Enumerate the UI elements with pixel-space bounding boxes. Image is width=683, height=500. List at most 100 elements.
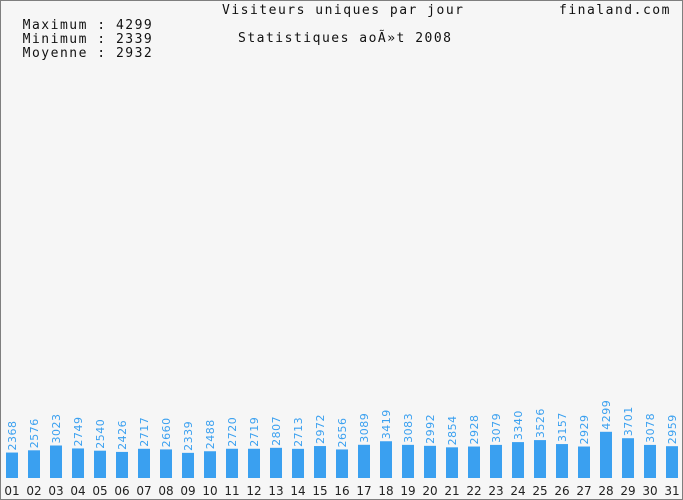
bar-22	[468, 446, 480, 478]
x-tick-label-23: 23	[488, 484, 503, 498]
bar-10	[204, 451, 216, 478]
x-tick-label-21: 21	[444, 484, 459, 498]
chart-title: Visiteurs uniques par jour	[222, 3, 465, 18]
bar-07	[138, 448, 150, 478]
x-tick-label-18: 18	[378, 484, 393, 498]
value-label-21: 2854	[446, 415, 459, 445]
bar-23	[490, 444, 502, 478]
bar-19	[402, 444, 414, 478]
x-tick-label-25: 25	[532, 484, 547, 498]
x-tick-label-02: 02	[26, 484, 41, 498]
value-label-10: 2488	[204, 419, 217, 449]
stat-minimum-value: 2339	[115, 32, 154, 47]
value-label-16: 2656	[336, 417, 349, 447]
bar-18	[380, 441, 392, 478]
bar-04	[72, 448, 84, 478]
value-label-30: 3078	[644, 413, 657, 443]
x-tick-label-28: 28	[598, 484, 613, 498]
value-label-24: 3340	[512, 410, 525, 440]
bar-02	[28, 450, 40, 478]
x-tick-label-07: 07	[136, 484, 151, 498]
bar-01	[6, 452, 18, 478]
chart-subtitle: Statistiques aoÃ»t 2008	[238, 31, 453, 46]
value-label-29: 3701	[622, 406, 635, 436]
stat-minimum: Minimum : 2339	[22, 32, 154, 47]
value-label-22: 2928	[468, 415, 481, 445]
x-tick-label-10: 10	[202, 484, 217, 498]
x-tick-label-22: 22	[466, 484, 481, 498]
x-tick-label-09: 09	[180, 484, 195, 498]
x-tick-label-26: 26	[554, 484, 569, 498]
value-label-07: 2717	[138, 417, 151, 447]
bar-25	[534, 440, 546, 478]
value-label-11: 2720	[226, 417, 239, 447]
bar-26	[556, 444, 568, 478]
value-label-14: 2713	[292, 417, 305, 447]
value-label-20: 2992	[424, 414, 437, 444]
x-tick-label-11: 11	[224, 484, 239, 498]
value-label-25: 3526	[534, 408, 547, 438]
value-label-08: 2660	[160, 417, 173, 447]
bar-28	[600, 431, 612, 478]
value-label-19: 3083	[402, 413, 415, 443]
bar-08	[160, 449, 172, 478]
bar-30	[644, 444, 656, 478]
stat-minimum-label: Minimum	[22, 32, 88, 47]
value-label-15: 2972	[314, 414, 327, 444]
x-tick-label-30: 30	[642, 484, 657, 498]
bar-16	[336, 449, 348, 478]
x-tick-label-15: 15	[312, 484, 327, 498]
bar-17	[358, 444, 370, 478]
x-tick-label-06: 06	[114, 484, 129, 498]
value-label-06: 2426	[116, 420, 129, 450]
bar-11	[226, 448, 238, 478]
stat-average-label: Moyenne	[22, 46, 88, 61]
stat-average: Moyenne : 2932	[22, 46, 154, 61]
value-label-23: 3079	[490, 413, 503, 443]
bar-31	[666, 446, 678, 478]
bar-24	[512, 442, 524, 478]
bar-03	[50, 445, 62, 478]
value-label-17: 3089	[358, 413, 371, 443]
x-tick-label-04: 04	[70, 484, 85, 498]
x-tick-label-13: 13	[268, 484, 283, 498]
bar-09	[182, 452, 194, 478]
site-name: finaland.com	[559, 3, 671, 18]
stat-maximum-label: Maximum	[22, 18, 88, 33]
bar-06	[116, 451, 128, 478]
bar-21	[446, 447, 458, 478]
bar-13	[270, 447, 282, 478]
value-label-09: 2339	[182, 421, 195, 451]
x-tick-label-01: 01	[4, 484, 19, 498]
x-tick-label-24: 24	[510, 484, 525, 498]
stat-maximum: Maximum : 4299	[22, 18, 154, 33]
bar-14	[292, 448, 304, 478]
x-tick-label-29: 29	[620, 484, 635, 498]
bar-05	[94, 450, 106, 478]
value-label-12: 2719	[248, 417, 261, 447]
x-tick-label-27: 27	[576, 484, 591, 498]
x-tick-label-12: 12	[246, 484, 261, 498]
bar-20	[424, 445, 436, 478]
value-label-26: 3157	[556, 412, 569, 442]
value-label-31: 2959	[666, 414, 679, 444]
value-label-05: 2540	[94, 419, 107, 449]
x-tick-label-05: 05	[92, 484, 107, 498]
value-label-04: 2749	[72, 416, 85, 446]
x-tick-label-31: 31	[664, 484, 679, 498]
value-label-01: 2368	[6, 421, 19, 451]
value-label-02: 2576	[28, 418, 41, 448]
stat-average-value: 2932	[115, 46, 154, 61]
x-tick-label-14: 14	[290, 484, 305, 498]
value-label-18: 3419	[380, 409, 393, 439]
bar-27	[578, 446, 590, 478]
x-tick-label-20: 20	[422, 484, 437, 498]
x-tick-label-17: 17	[356, 484, 371, 498]
bar-12	[248, 448, 260, 478]
value-label-03: 3023	[50, 414, 63, 444]
stat-maximum-value: 4299	[115, 18, 154, 33]
value-label-27: 2929	[578, 415, 591, 445]
value-label-28: 4299	[600, 400, 613, 430]
